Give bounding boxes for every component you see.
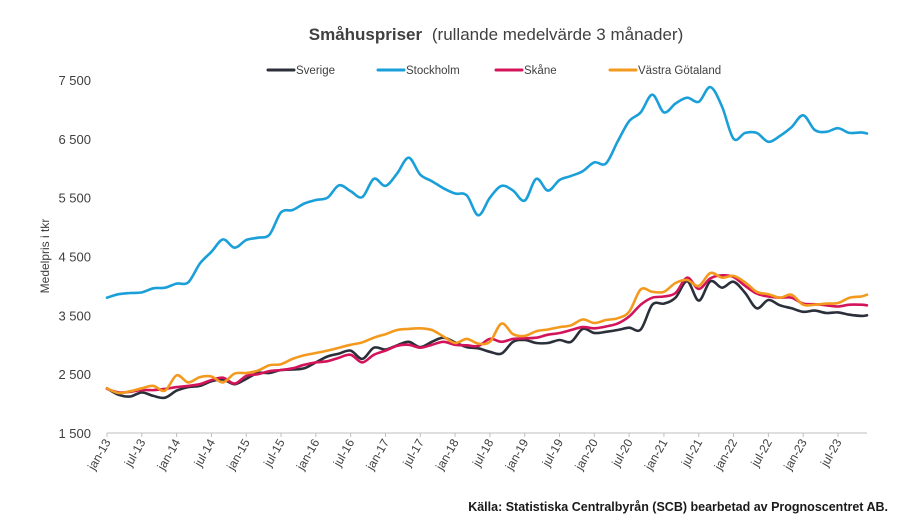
x-tick-label: jul-16 — [330, 436, 357, 470]
source-note: Källa: Statistiska Centralbyrån (SCB) be… — [468, 500, 888, 514]
y-tick-label: 6 500 — [58, 132, 91, 147]
y-tick-label: 3 500 — [58, 308, 91, 323]
legend-label-vastra-gotaland: Västra Götaland — [638, 65, 721, 77]
x-tick-label: jul-14 — [191, 436, 218, 470]
series-line-vastra-gotaland — [105, 271, 869, 395]
x-tick-label: jan-17 — [363, 436, 392, 473]
y-tick-label: 2 500 — [58, 367, 91, 382]
x-tick-label: jan-22 — [711, 436, 740, 473]
series-line-skane — [105, 273, 869, 394]
x-tick-label: jul-18 — [469, 436, 496, 470]
x-tick-label: jul-22 — [748, 436, 775, 470]
x-tick-label: jul-23 — [817, 436, 844, 470]
y-axis-title: Medelpris i tkr — [38, 219, 52, 294]
legend-label-skane: Skåne — [524, 65, 557, 77]
x-tick-label: jan-23 — [780, 436, 809, 473]
x-tick-label: jan-15 — [224, 436, 253, 473]
x-tick-label: jul-17 — [400, 436, 427, 470]
y-axis-ticks: 1 500 2 500 3 500 4 500 5 500 6 500 7 500 — [58, 73, 91, 441]
x-axis-ticks: jan-13 jul-13 jan-14 jul-14 jan-15 jul-15 jan-… — [84, 433, 845, 473]
x-tick-label: jan-18 — [432, 436, 461, 473]
legend-label-sverige: Sverige — [296, 65, 335, 77]
chart-title: Småhuspriser (rullande medelvärde 3 måna… — [309, 25, 683, 44]
legend: Sverige Stockholm Skåne Västra Götaland — [266, 65, 721, 77]
y-tick-label: 1 500 — [58, 426, 91, 441]
x-tick-label: jan-16 — [293, 436, 322, 473]
x-tick-label: jan-19 — [502, 436, 531, 473]
y-tick-label: 4 500 — [58, 250, 91, 265]
x-tick-label: jul-15 — [260, 436, 287, 470]
series-line-stockholm — [105, 85, 869, 299]
x-tick-label: jul-19 — [539, 436, 566, 470]
x-tick-label: jul-13 — [121, 436, 148, 470]
x-tick-label: jan-14 — [154, 436, 183, 473]
y-tick-label: 5 500 — [58, 191, 91, 206]
chart-subtitle: (rullande medelvärde 3 månader) — [432, 25, 683, 44]
legend-label-stockholm: Stockholm — [406, 65, 460, 77]
x-tick-label: jul-20 — [608, 436, 635, 470]
series-lines — [105, 85, 869, 400]
x-tick-label: jul-21 — [678, 436, 705, 470]
y-tick-label: 7 500 — [58, 73, 91, 88]
x-tick-label: jan-21 — [641, 436, 670, 473]
chart-title-main: Småhuspriser — [309, 25, 423, 44]
x-tick-label: jan-13 — [84, 436, 113, 473]
x-tick-label: jan-20 — [572, 436, 601, 473]
